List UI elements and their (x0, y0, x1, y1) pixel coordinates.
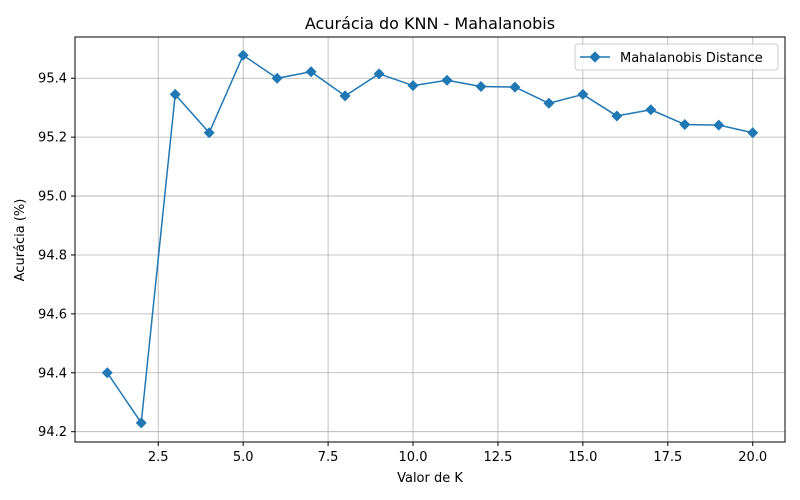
y-tick-label: 94.4 (38, 366, 67, 381)
chart-title: Acurácia do KNN - Mahalanobis (305, 14, 555, 33)
data-point-marker (645, 104, 657, 116)
x-axis-title: Valor de K (397, 471, 463, 486)
x-axis-ticks: 2.5 5.0 7.5 10.0 12.5 15.0 17.5 20.0 (148, 442, 767, 465)
x-tick-label: 15.0 (568, 450, 597, 465)
x-tick-label: 7.5 (318, 450, 339, 465)
data-point-marker (271, 72, 283, 84)
series-line-layer (106, 54, 753, 424)
y-tick-label: 95.2 (38, 131, 67, 146)
data-point-marker (475, 80, 487, 92)
x-tick-label: 20.0 (738, 450, 767, 465)
data-point-marker (577, 88, 589, 100)
series-line (106, 54, 753, 424)
data-point-marker (169, 88, 181, 100)
data-point-marker (305, 66, 317, 78)
y-tick-label: 94.2 (38, 425, 67, 440)
data-point-marker (679, 118, 691, 130)
data-point-marker (713, 119, 725, 131)
y-tick-label: 95.4 (38, 72, 67, 87)
legend-label: Mahalanobis Distance (620, 51, 763, 66)
data-point-marker (611, 110, 623, 122)
data-point-marker (237, 49, 249, 61)
data-point-marker (543, 97, 555, 109)
data-point-marker (135, 417, 147, 429)
legend-box (574, 43, 779, 71)
data-point-marker (441, 74, 453, 86)
x-tick-label: 2.5 (148, 450, 169, 465)
data-point-marker (407, 80, 419, 92)
y-axis-title: Acurácia (%) (13, 199, 28, 282)
x-tick-label: 10.0 (399, 450, 428, 465)
data-point-marker (373, 68, 385, 80)
y-tick-label: 94.6 (38, 307, 67, 322)
x-tick-label: 5.0 (233, 450, 254, 465)
data-markers (101, 49, 759, 429)
x-tick-label: 12.5 (483, 450, 512, 465)
data-point-marker (101, 367, 113, 379)
plot-area-frame (74, 36, 786, 443)
y-tick-label: 94.8 (38, 248, 67, 263)
x-tick-label: 17.5 (653, 450, 682, 465)
legend: Mahalanobis Distance (574, 43, 779, 71)
data-point-marker (339, 90, 351, 102)
data-point-marker (203, 127, 215, 139)
y-tick-label: 95.0 (38, 190, 67, 205)
data-point-marker (509, 81, 521, 93)
grid (75, 37, 785, 442)
data-point-marker (747, 127, 759, 139)
legend-marker-sample (589, 51, 601, 63)
y-axis-ticks: 94.2 94.4 94.6 94.8 95.0 95.2 95.4 (38, 72, 75, 440)
